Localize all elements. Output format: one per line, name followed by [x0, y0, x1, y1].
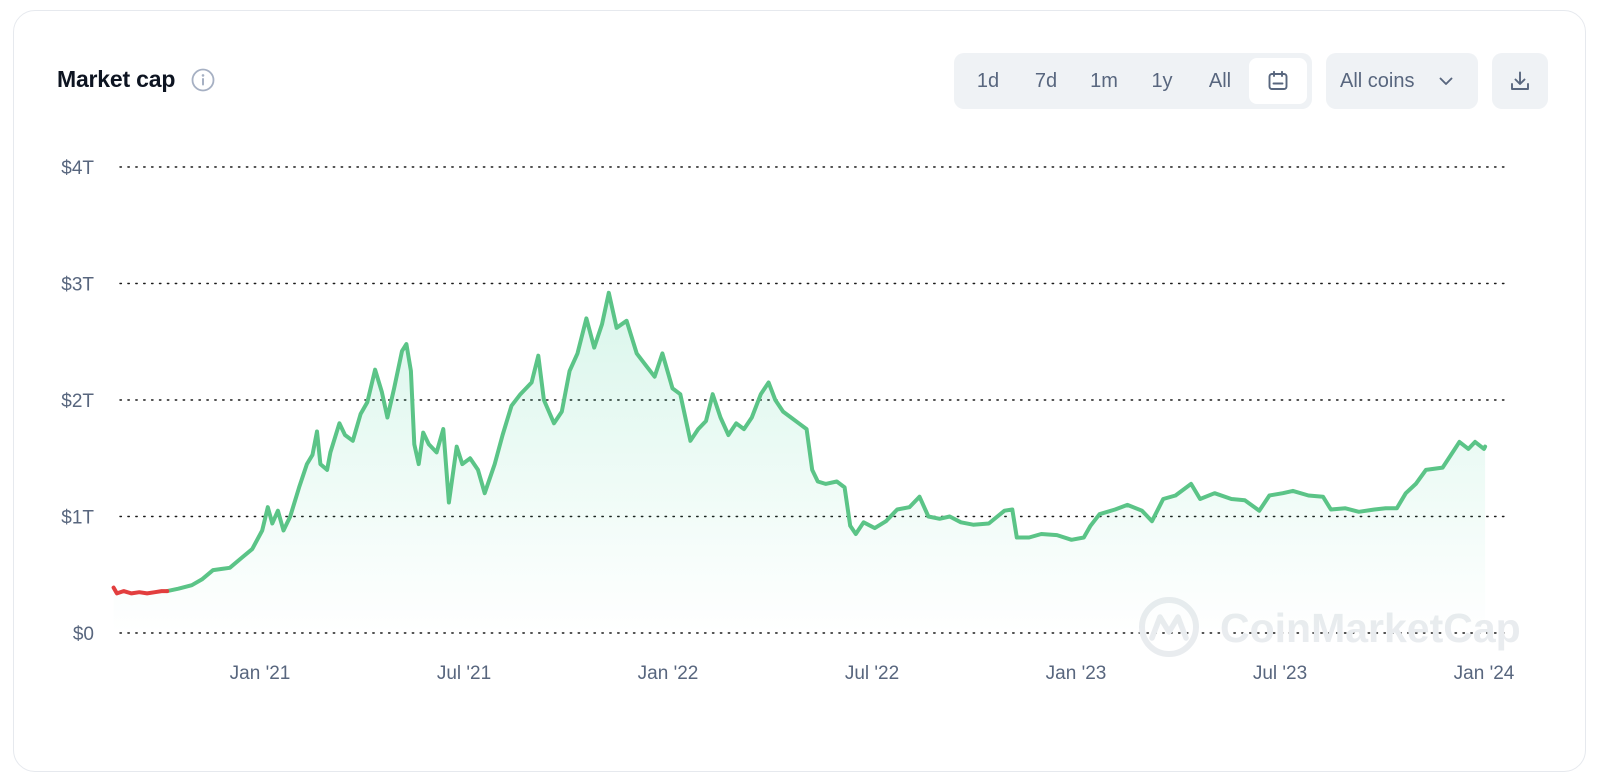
- range-1y-button[interactable]: 1y: [1151, 69, 1173, 92]
- y-tick-label: $1T: [61, 508, 94, 529]
- custom-range-button[interactable]: [1249, 58, 1307, 104]
- calendar-icon: [1268, 70, 1288, 90]
- y-tick-label: $0: [73, 624, 94, 645]
- chart-header: Market cap: [57, 66, 215, 93]
- info-icon[interactable]: [191, 68, 215, 92]
- market-cap-card: [13, 10, 1586, 772]
- x-tick-label: Jan '21: [230, 663, 291, 684]
- area-layer: [113, 292, 1486, 633]
- x-tick-label: Jan '22: [638, 663, 699, 684]
- series-line-down: [111, 585, 170, 596]
- y-tick-label: $4T: [61, 158, 94, 179]
- chart-toolbar: 1d 7d 1m 1y All All coins: [954, 53, 1548, 109]
- chevron-down-icon: [1439, 77, 1453, 85]
- series-line: [165, 290, 1488, 594]
- range-7d-button[interactable]: 7d: [1034, 69, 1058, 92]
- download-icon: [1511, 71, 1529, 90]
- x-axis: Jan '21 Jul '21 Jan '22 Jul '22 Jan '23 Jul '…: [230, 663, 1515, 684]
- x-tick-label: Jul '23: [1253, 663, 1307, 684]
- area-fill: [113, 292, 1486, 633]
- range-selector: 1d 7d 1m 1y All: [954, 53, 1312, 109]
- page-title: Market cap: [57, 66, 176, 92]
- x-tick-label: Jan '23: [1046, 663, 1107, 684]
- range-all-button[interactable]: All: [1208, 69, 1232, 92]
- download-button[interactable]: [1492, 53, 1548, 109]
- line-layer: [111, 290, 1488, 596]
- y-tick-label: $2T: [61, 391, 94, 412]
- range-1d-button[interactable]: 1d: [976, 69, 1000, 92]
- y-axis: $0 $1T $2T $3T $4T: [61, 158, 94, 645]
- coins-select-value: All coins: [1340, 69, 1415, 92]
- range-1m-button[interactable]: 1m: [1090, 69, 1118, 92]
- x-tick-label: Jan '24: [1454, 663, 1515, 684]
- x-tick-label: Jul '22: [845, 663, 899, 684]
- y-tick-label: $3T: [61, 275, 94, 296]
- x-tick-label: Jul '21: [437, 663, 491, 684]
- coins-select[interactable]: All coins: [1326, 53, 1478, 109]
